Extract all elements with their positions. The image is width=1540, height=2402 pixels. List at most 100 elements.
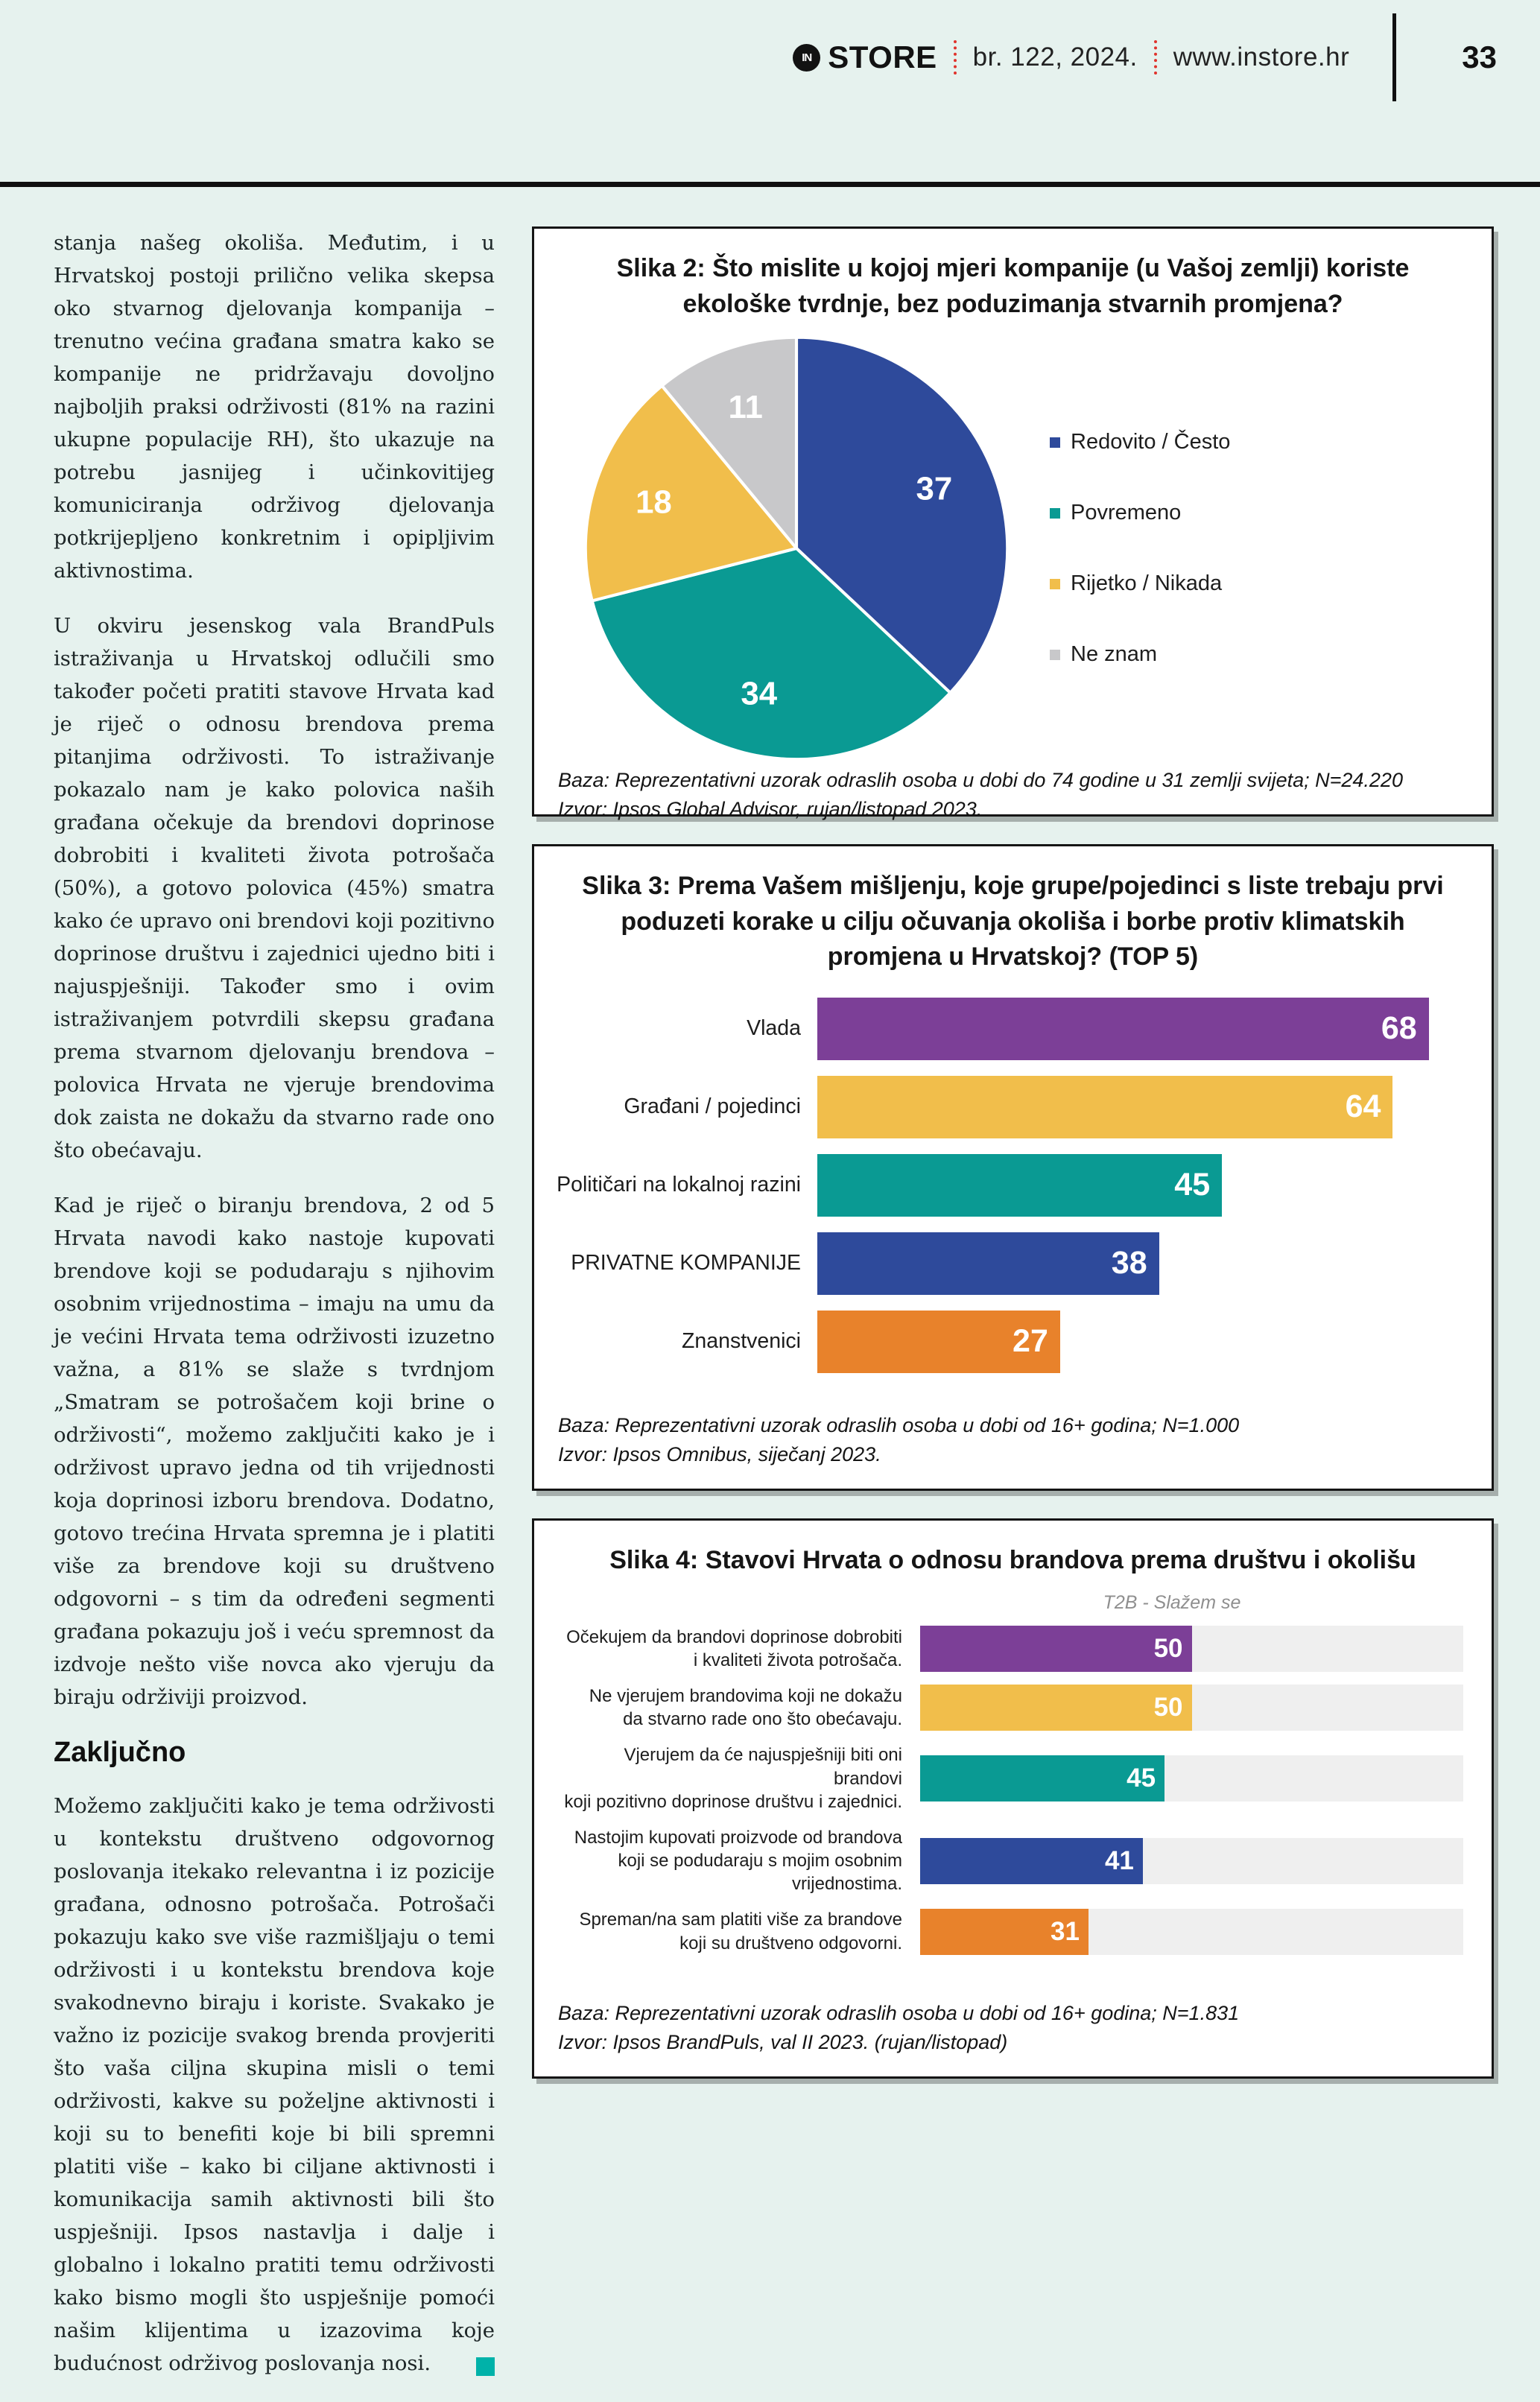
page-body: stanja našeg okoliša. Međutim, i u Hrvat… xyxy=(0,187,1540,2402)
pie-slice xyxy=(583,384,799,603)
legend-marker xyxy=(1050,578,1060,589)
bar-area: 68 xyxy=(817,997,1465,1060)
bar: 38 xyxy=(817,1232,1159,1295)
bar: 45 xyxy=(920,1755,1165,1802)
legend-item: Ne znam xyxy=(1050,642,1230,667)
magazine-logo: STORE xyxy=(828,39,937,75)
bar-area: 38 xyxy=(817,1232,1465,1295)
red-dotted-divider xyxy=(1153,40,1157,75)
bar: 50 xyxy=(920,1685,1192,1731)
article-subheading: Zaključno xyxy=(54,1737,186,1768)
legend-label: Povremeno xyxy=(1071,501,1182,525)
legend-label: Rijetko / Nikada xyxy=(1071,571,1223,596)
legend-marker xyxy=(1050,507,1060,519)
legend-marker xyxy=(1050,437,1060,448)
bar-track: 45 xyxy=(920,1755,1463,1802)
bar-track: 50 xyxy=(920,1625,1463,1672)
bar-row: Vjerujem da će najuspješniji biti oni br… xyxy=(551,1743,1463,1813)
legend-item: Povremeno xyxy=(1050,501,1230,525)
bar-track: 31 xyxy=(920,1908,1463,1955)
pie-slice xyxy=(660,335,799,551)
bar-value-label: 68 xyxy=(1381,1010,1417,1047)
bar-category-label: PRIVATNE KOMPANIJE xyxy=(571,1250,801,1275)
figure-2-panel: Slika 2: Što mislite u kojoj mjeri kompa… xyxy=(532,226,1494,820)
article-column: stanja našeg okoliša. Međutim, i u Hrvat… xyxy=(54,226,495,2402)
pie-value-label: 18 xyxy=(636,484,672,520)
source-line: Izvor: Ipsos Omnibus, siječanj 2023. xyxy=(558,1442,881,1465)
base-line: Baza: Reprezentativni uzorak odraslih os… xyxy=(558,1413,1240,1436)
figure-4-subtitle: T2B - Slažem se xyxy=(1103,1591,1241,1613)
bar: 68 xyxy=(817,997,1429,1060)
bar-row: Spreman/na sam platiti više za brandove … xyxy=(551,1908,1463,1955)
bar-category-label: Znanstvenici xyxy=(682,1328,801,1353)
bar-value-label: 45 xyxy=(1174,1167,1211,1203)
bar-area: 64 xyxy=(817,1075,1465,1138)
figure-2-title: Slika 2: Što mislite u kojoj mjeri kompa… xyxy=(616,254,1410,318)
bar-category-label: Političari na lokalnoj razini xyxy=(557,1172,801,1197)
bar-value-label: 41 xyxy=(1104,1845,1134,1875)
article-paragraph: Kad je riječ o biranju brendova, 2 od 5 … xyxy=(54,1194,495,1709)
figure-4-title: Slika 4: Stavovi Hrvata o odnosu brandov… xyxy=(609,1546,1416,1574)
pie-value-label: 37 xyxy=(916,471,952,507)
bar-track: 41 xyxy=(920,1837,1463,1884)
pie-legend: Redovito / Često Povremeno Rijetko / Nikad… xyxy=(1050,430,1230,667)
figure-4-base-note: Baza: Reprezentativni uzorak odraslih os… xyxy=(558,1999,1468,2057)
bar-row: Ne vjerujem brandovima koji ne dokažu da… xyxy=(551,1685,1463,1731)
pie-value-label: 34 xyxy=(741,676,777,712)
figure-2-chart-area: 37 34 18 11 Redovito / Često Povremeno Rijetk… xyxy=(534,331,1492,766)
figure-2-base-note: Baza: Reprezentativni uzorak odraslih os… xyxy=(558,766,1468,824)
bar-category-label: Ne vjerujem brandovima koji ne dokažu da… xyxy=(589,1685,902,1730)
source-line: Izvor: Ipsos Global Advisor, rujan/listo… xyxy=(558,798,983,821)
legend-item: Rijetko / Nikada xyxy=(1050,571,1230,596)
charts-column: Slika 2: Što mislite u kojoj mjeri kompa… xyxy=(532,226,1494,2402)
bar: 27 xyxy=(817,1310,1060,1373)
figure-4-bars: Očekujem da brandovi doprinose dobrobiti… xyxy=(534,1625,1492,1955)
bar-category-label: Vlada xyxy=(747,1015,801,1040)
bar-row: Znanstvenici 27 xyxy=(555,1310,1465,1373)
bar-row: Vlada 68 xyxy=(555,997,1465,1060)
bar: 64 xyxy=(817,1075,1393,1138)
bar-value-label: 45 xyxy=(1127,1764,1156,1793)
figure-3-title: Slika 3: Prema Vašem mišljenju, koje gru… xyxy=(582,872,1444,972)
article-paragraph: stanja našeg okoliša. Međutim, i u Hrvat… xyxy=(54,231,495,583)
bar: 41 xyxy=(920,1837,1143,1884)
bar: 31 xyxy=(920,1908,1089,1955)
bar-row: Očekujem da brandovi doprinose dobrobiti… xyxy=(551,1625,1463,1672)
base-line: Baza: Reprezentativni uzorak odraslih os… xyxy=(558,2001,1240,2024)
bar-row: Građani / pojedinci 64 xyxy=(555,1075,1465,1138)
legend-marker xyxy=(1050,649,1060,660)
article-closing-paragraph: Možemo zaključiti kako je tema održivost… xyxy=(54,1790,495,2380)
legend-item: Redovito / Često xyxy=(1050,430,1230,454)
article-paragraph: U okviru jesenskog vala BrandPuls istraž… xyxy=(54,614,495,1162)
pie-value-label: 11 xyxy=(729,389,763,425)
bar: 50 xyxy=(920,1625,1192,1672)
bar-category-label: Građani / pojedinci xyxy=(624,1094,801,1118)
base-line: Baza: Reprezentativni uzorak odraslih os… xyxy=(558,769,1403,792)
bar-value-label: 50 xyxy=(1153,1633,1183,1663)
bar-category-label: Očekujem da brandovi doprinose dobrobiti… xyxy=(566,1626,902,1670)
figure-3-base-note: Baza: Reprezentativni uzorak odraslih os… xyxy=(558,1411,1468,1469)
legend-label: Ne znam xyxy=(1071,642,1158,667)
bar-value-label: 31 xyxy=(1051,1916,1080,1946)
bar-row: Nastojim kupovati proizvode od brandova … xyxy=(551,1826,1463,1896)
bar-value-label: 38 xyxy=(1111,1245,1147,1281)
header-vertical-divider xyxy=(1392,13,1397,101)
bar-category-label: Spreman/na sam platiti više za brandove … xyxy=(579,1910,902,1953)
bar-value-label: 64 xyxy=(1345,1088,1381,1125)
bar-track: 50 xyxy=(920,1685,1463,1731)
pie-slice xyxy=(590,547,952,761)
bar: 45 xyxy=(817,1153,1223,1217)
instore-logo-icon: IN xyxy=(793,43,821,72)
article-end-mark xyxy=(476,2357,495,2376)
bar-category-label: Vjerujem da će najuspješniji biti oni br… xyxy=(564,1745,902,1812)
bar-category-label: Nastojim kupovati proizvode od brandova … xyxy=(574,1827,902,1895)
bar-value-label: 27 xyxy=(1013,1323,1048,1360)
header-masthead: IN STORE br. 122, 2024. www.instore.hr 3… xyxy=(793,13,1497,101)
page-header: IN STORE br. 122, 2024. www.instore.hr 3… xyxy=(0,0,1540,187)
figure-3-bars: Vlada 68 Građani / pojedinci 64 Političari n… xyxy=(534,984,1492,1373)
red-dotted-divider xyxy=(953,40,957,75)
website-url: www.instore.hr xyxy=(1173,42,1350,72)
page-number: 33 xyxy=(1462,39,1497,75)
pie-chart: 37 34 18 11 xyxy=(583,335,1010,761)
